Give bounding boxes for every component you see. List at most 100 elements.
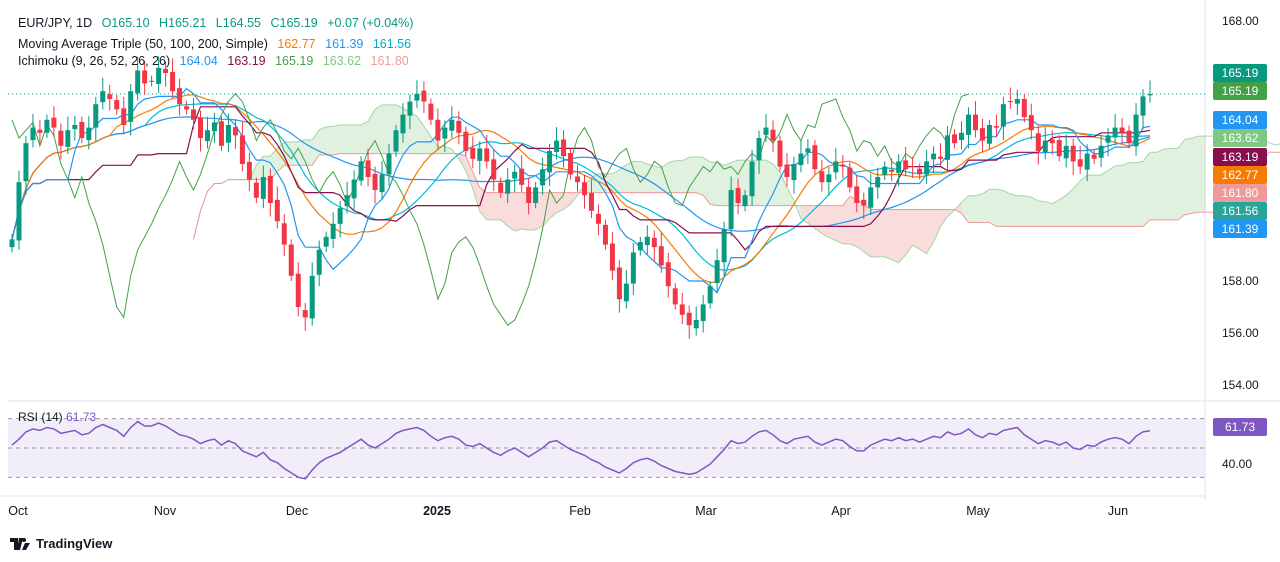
ma50-line [11,94,1151,284]
x-tick-label: Nov [153,504,177,518]
x-tick-label: Oct [8,504,28,518]
cloud-segment [633,161,641,193]
rsi-label: RSI (14) [18,410,63,424]
candle-body [191,109,197,120]
rsi-value: 61.73 [66,410,97,424]
cloud-segment [409,112,417,154]
candle-body [875,177,881,188]
cloud-segment [1094,175,1102,227]
base-line [11,106,1151,251]
candle-body [1021,99,1027,118]
candle-body [302,310,308,318]
cloud-segment [1024,195,1032,227]
candle-body [267,175,273,203]
cloud-segment [1108,165,1116,227]
candle-body [477,148,483,161]
candle-body [407,101,413,116]
candle-body [1105,135,1111,143]
candle-body [44,119,50,133]
candle-body [421,90,427,102]
cloud-segment [717,162,725,206]
cloud-segment [312,129,320,166]
candle-body [1049,139,1055,144]
cloud-segment [347,125,355,154]
candle-body [1042,140,1048,153]
candle-body [121,108,127,125]
candle-body [1028,115,1034,131]
indicator-lines [8,87,1280,326]
candle-body [232,127,238,136]
candle-body [979,128,985,141]
span-b-value: 161.80 [370,54,409,68]
candle-body [623,283,629,302]
cloud-segment [1080,175,1088,227]
candle-body [156,67,162,84]
cloud-segment [835,205,843,244]
cloud-segment [1073,180,1081,227]
candle-body [337,208,343,224]
cloud-segment [856,199,864,252]
candle-body [568,153,574,175]
cloud-segment [319,126,327,155]
x-tick-label: May [966,504,990,518]
candle-body [812,145,818,170]
candle-body [260,177,266,199]
cloud-segment [654,165,662,193]
candle-body [707,286,713,304]
candle-body [184,106,190,110]
candle-body [547,151,553,173]
candle-body [672,288,678,305]
cloud-segment [375,104,383,154]
candle-body [637,242,643,251]
candle-body [281,223,287,245]
candle-body [540,169,546,186]
rsi-axis-label: 40.00 [1222,457,1253,471]
cloud-segment [514,192,522,231]
cloud-segment [800,205,808,224]
ma200-line [11,103,1151,271]
candle-body [135,70,141,94]
candle-body [414,93,420,101]
ichimoku-cloud [193,104,1206,263]
cloud-segment [807,205,815,229]
cloud-segment [849,196,857,247]
cloud-segment [333,125,341,155]
candle-body [1035,133,1041,151]
candle-body [225,125,231,143]
candle-body [575,176,581,183]
lagging-value: 165.19 [275,54,314,68]
ma50-value: 162.77 [277,37,316,51]
candle-body [428,103,434,120]
candle-body [1063,145,1069,159]
cloud-segment [1129,162,1137,227]
cloud-segment [703,157,711,205]
cloud-segment [458,153,466,171]
candle-body [819,171,825,183]
cloud-segment [766,160,773,206]
cloud-segment [1087,175,1095,227]
y-tick-label: 158.00 [1222,274,1259,288]
close-value: C165.19 [270,16,318,30]
ma200-value: 161.56 [372,37,412,51]
cloud-segment [863,204,871,257]
candle-body [37,129,43,133]
candle-body [316,249,322,275]
candle-body [630,252,636,284]
candle-body [679,304,685,315]
cloud-segment [1066,188,1074,227]
candle-body [128,91,134,122]
x-tick-label: Apr [831,504,851,518]
symbol-label: EUR/JPY, 1D [18,16,93,30]
candle-body [449,119,455,131]
candle-body [72,125,78,130]
candle-body [791,164,797,181]
candle-body [658,246,664,266]
candle-body [246,161,252,180]
cloud-segment [430,136,438,154]
cloud-segment [382,104,390,154]
candle-body [742,195,748,207]
candle-body [1000,104,1006,127]
cloud-segment [682,157,690,193]
candle-body [581,182,587,196]
